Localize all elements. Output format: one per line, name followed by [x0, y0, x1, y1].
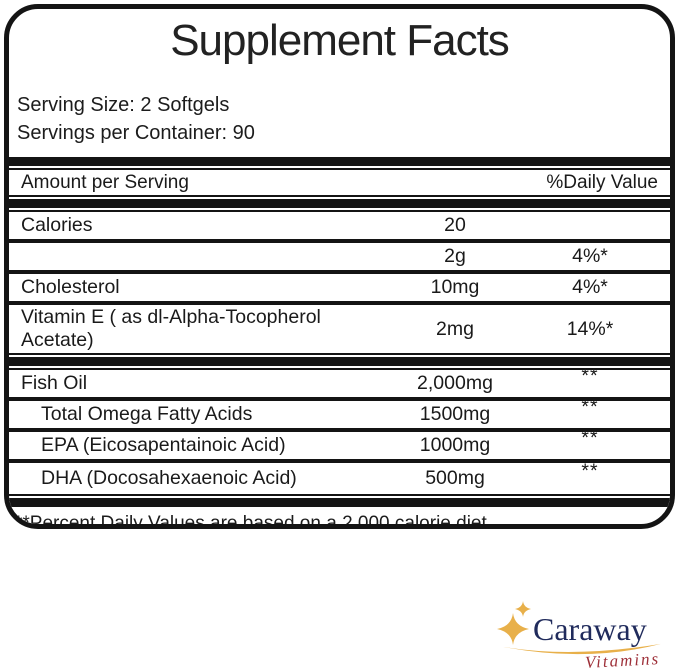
- serving-size: Serving Size: 2 Softgels: [17, 94, 230, 116]
- supplement-facts-label: Supplement Facts Serving Size: 2 Softgel…: [4, 4, 675, 529]
- table-row: EPA (Eicosapentainoic Acid) 1000mg **: [9, 427, 670, 463]
- section-divider: [9, 199, 670, 208]
- section-divider: [9, 357, 670, 366]
- caraway-vitamins-logo: Caraway Vitamins: [467, 593, 667, 671]
- nutrient-dv: 14%*: [566, 317, 614, 340]
- amount-per-serving-header: Amount per Serving: [21, 171, 189, 193]
- servings-per-container: Servings per Container: 90: [17, 122, 255, 144]
- nutrient-dv: **: [581, 396, 599, 418]
- section-divider: [9, 498, 670, 507]
- supplement-facts-title: Supplement Facts: [170, 16, 510, 65]
- nutrient-amount: 2mg: [436, 317, 474, 340]
- nutrient-dv: **: [581, 460, 599, 482]
- table-row: Total Omega Fatty Acids 1500mg **: [9, 396, 670, 432]
- table-row: Fish Oil 2,000mg **: [9, 365, 670, 401]
- nutrient-name: DHA (Docosahexaenoic Acid): [41, 467, 297, 489]
- table-row: Cholesterol 10mg 4%*: [9, 274, 670, 305]
- swoosh-graphic: [503, 643, 661, 655]
- nutrient-dv: **: [581, 365, 599, 387]
- section-divider: [9, 157, 670, 166]
- nutrient-name: Cholesterol: [21, 276, 120, 298]
- footnotes: **Percent Daily Values are based on a 2,…: [9, 507, 670, 529]
- nutrient-amount: 1500mg: [419, 403, 491, 425]
- fish-oil-section: Fish Oil 2,000mg ** Total Omega Fatty Ac…: [9, 365, 670, 496]
- nutrients-section: Calories 20 2g 4%* Cholesterol 10mg 4%* …: [9, 210, 670, 355]
- nutrient-dv: **: [581, 427, 599, 449]
- nutrient-dv: 4%*: [572, 245, 608, 267]
- nutrient-dv: 4%*: [572, 276, 608, 298]
- table-row: 2g 4%*: [9, 243, 670, 274]
- sparkle-icon: [497, 613, 529, 645]
- footnote-daily-values: **Percent Daily Values are based on a 2,…: [15, 513, 487, 529]
- nutrient-amount: 500mg: [425, 467, 485, 489]
- sparkle-icon: [515, 601, 531, 617]
- nutrient-name: Vitamin E ( as dl-Alpha-Tocopherol Aceta…: [21, 306, 321, 351]
- table-row: Vitamin E ( as dl-Alpha-Tocopherol Aceta…: [9, 305, 670, 353]
- nutrient-amount: 10mg: [430, 276, 480, 298]
- nutrient-name: Total Omega Fatty Acids: [41, 403, 253, 425]
- brand-name: Caraway: [533, 611, 647, 647]
- nutrient-amount: 2,000mg: [417, 372, 493, 394]
- serving-info: Serving Size: 2 Softgels Servings per Co…: [9, 91, 670, 147]
- daily-value-header: %Daily Value: [546, 171, 658, 193]
- table-row: DHA (Docosahexaenoic Acid) 500mg **: [9, 460, 670, 494]
- nutrient-amount: 1000mg: [419, 434, 491, 456]
- nutrient-name: Calories: [21, 214, 93, 236]
- brand-tagline: Vitamins: [584, 649, 661, 671]
- table-row: Calories 20: [9, 212, 670, 243]
- nutrient-amount: 2g: [444, 245, 466, 267]
- nutrient-name: EPA (Eicosapentainoic Acid): [41, 434, 286, 456]
- nutrient-name: Fish Oil: [21, 372, 88, 394]
- table-header-row: Amount per Serving %Daily Value: [9, 168, 670, 197]
- nutrient-amount: 20: [444, 214, 466, 236]
